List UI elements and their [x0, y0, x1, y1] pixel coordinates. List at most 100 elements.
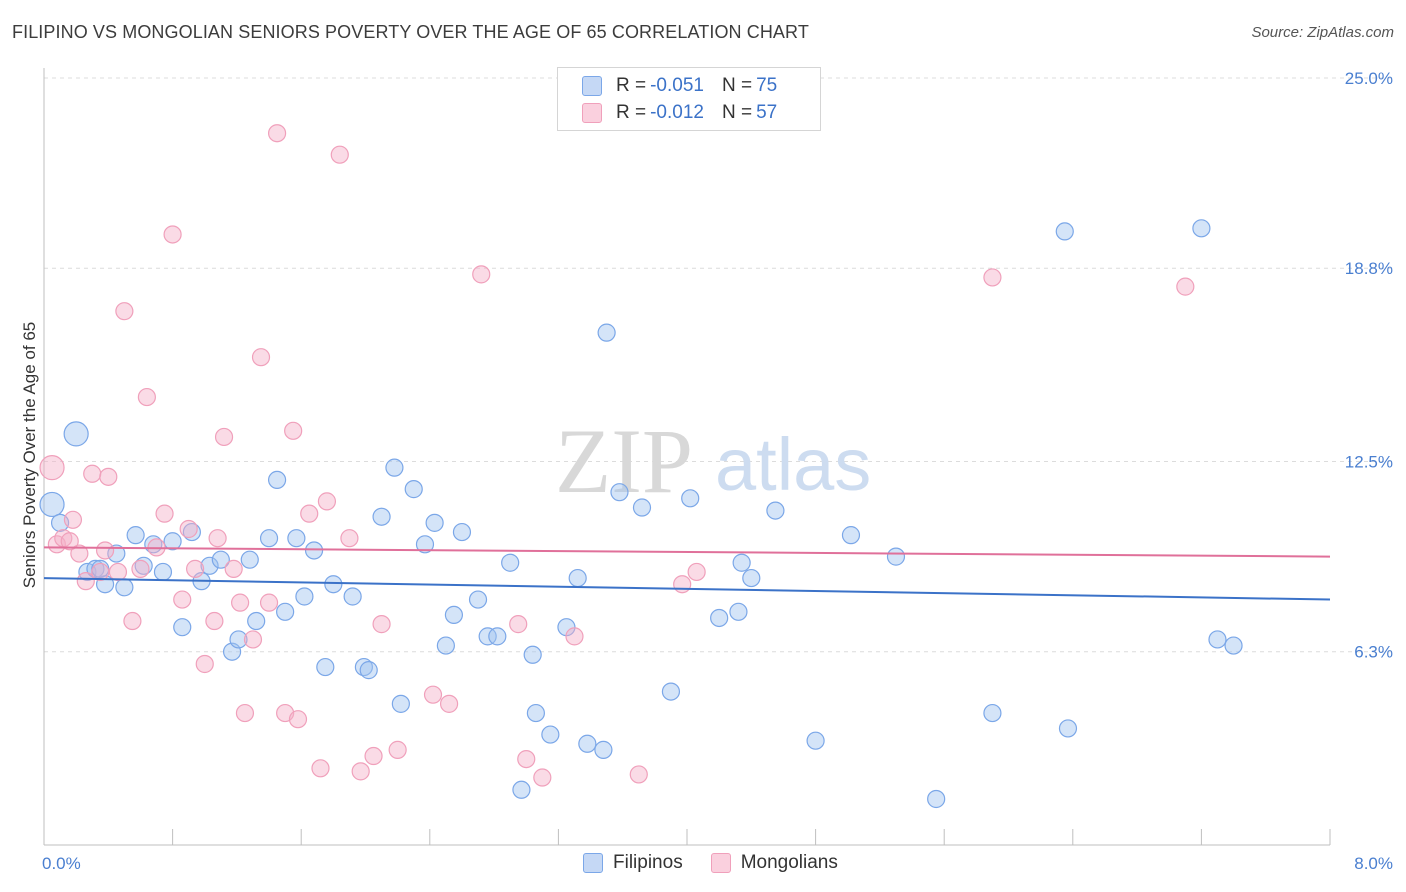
mongolian-point [1176, 277, 1195, 296]
filipino-point [597, 323, 616, 342]
mongolian-point [179, 519, 198, 539]
mongolian-point [186, 559, 205, 578]
filipino-point [766, 501, 785, 520]
filipino-point [488, 627, 507, 646]
watermark-zip: ZIP [555, 410, 693, 512]
mongolian-point [687, 562, 706, 582]
filipino-point [295, 587, 314, 606]
filipino-point [324, 575, 343, 594]
filipino-point [229, 630, 248, 649]
filipino-point [742, 568, 761, 588]
filipino-point [372, 507, 391, 526]
filipino-point [927, 789, 946, 809]
mongolian-point [155, 504, 174, 523]
filipino-point [276, 602, 295, 621]
legend-swatch-mongolians [582, 103, 602, 123]
mongolian-point [195, 654, 214, 674]
bottom-legend-filipinos: Filipinos [583, 852, 683, 874]
filipino-point [568, 568, 587, 588]
legend-row-mongolians: R = -0.012 N = 57 [582, 101, 777, 125]
filipino-point [729, 602, 748, 621]
filipino-point [404, 480, 423, 499]
filipino-point [710, 608, 729, 628]
filipino-point [1058, 719, 1078, 738]
filipino-point [523, 645, 542, 664]
filipino-point [425, 513, 444, 532]
filipino-point [681, 489, 700, 508]
filipino-point [512, 780, 531, 799]
legend: R = -0.051 N = 75 R = -0.012 N = 57 [557, 67, 821, 131]
filipino-point [126, 526, 145, 545]
mongolian-point [673, 575, 692, 594]
filipino-point [415, 535, 435, 554]
x-tick-label: 0.0% [42, 854, 81, 873]
filipino-point [385, 458, 404, 477]
filipino-point [211, 550, 230, 569]
mongolian-point [565, 627, 584, 646]
filipino-point [478, 627, 497, 646]
filipino-point [39, 491, 65, 518]
filipino-point [610, 483, 629, 502]
legend-n-label: N = [721, 75, 753, 96]
filipino-point [259, 529, 279, 548]
filipino-point [841, 526, 861, 545]
y-axis-label: Seniors Poverty Over the Age of 65 [20, 322, 39, 588]
mongolian-point [108, 562, 128, 582]
filipino-point [247, 611, 266, 631]
filipino-point [806, 731, 825, 750]
mongolian-point [517, 749, 536, 769]
mongolian-point [388, 740, 407, 759]
filipino-point [983, 703, 1002, 723]
mongolian-point [70, 544, 89, 563]
mongolian-point [115, 302, 134, 321]
bottom-legend-swatch-filipinos [583, 853, 603, 873]
y-tick-label: 25.0% [1345, 69, 1393, 88]
mongolian-point [372, 615, 391, 634]
mongolian-point [288, 710, 308, 729]
legend-r-label: R = [616, 102, 647, 123]
mongolian-point [205, 611, 224, 631]
mongolian-point [259, 593, 279, 612]
filipino-point [578, 734, 597, 753]
chart-title: FILIPINO VS MONGOLIAN SENIORS POVERTY OV… [12, 22, 809, 42]
filipino-point [354, 657, 373, 677]
filipino-point [732, 553, 751, 572]
filipino-point [391, 694, 410, 713]
bottom-legend-label: Mongolians [740, 852, 838, 873]
filipino-point [436, 636, 455, 655]
mongolian-point [99, 467, 118, 486]
x-tick-label: 8.0% [1354, 854, 1393, 873]
legend-r-value: -0.012 [650, 102, 704, 123]
filipino-point [267, 470, 287, 490]
mongolian-point [533, 768, 552, 787]
tick-labels: 6.3% 12.5% 18.8% 25.0% 0.0% 8.0% [42, 69, 1393, 873]
mongolian-point [251, 348, 271, 367]
mongolian-point [137, 387, 156, 407]
filipino-point [452, 522, 472, 542]
legend-n-label: N = [721, 102, 753, 123]
mongolian-point [317, 492, 337, 511]
axes [43, 68, 1331, 846]
mongolian-point [91, 562, 110, 582]
mongolian-point [472, 265, 491, 284]
mongolian-point [267, 124, 287, 143]
filipino-point [304, 541, 324, 560]
filipino-point [173, 618, 192, 637]
filipino-point [1208, 630, 1227, 649]
mongolian-point [351, 762, 370, 781]
bottom-legend-label: Filipinos [613, 852, 683, 873]
mongolian-point [123, 611, 142, 631]
legend-swatch-filipinos [582, 76, 602, 96]
mongolian-point [364, 746, 383, 766]
filipino-point [86, 559, 105, 578]
mongolian-point [509, 615, 528, 634]
filipino-point [153, 562, 173, 582]
mongolian-point [629, 765, 648, 784]
source-label: Source: ZipAtlas.com [1251, 24, 1394, 41]
trend-lines [43, 546, 1331, 601]
filipino-point [182, 522, 201, 542]
mongolian-point [340, 529, 359, 548]
watermark-atlas: atlas [715, 423, 871, 506]
grid-lines [44, 77, 1392, 653]
